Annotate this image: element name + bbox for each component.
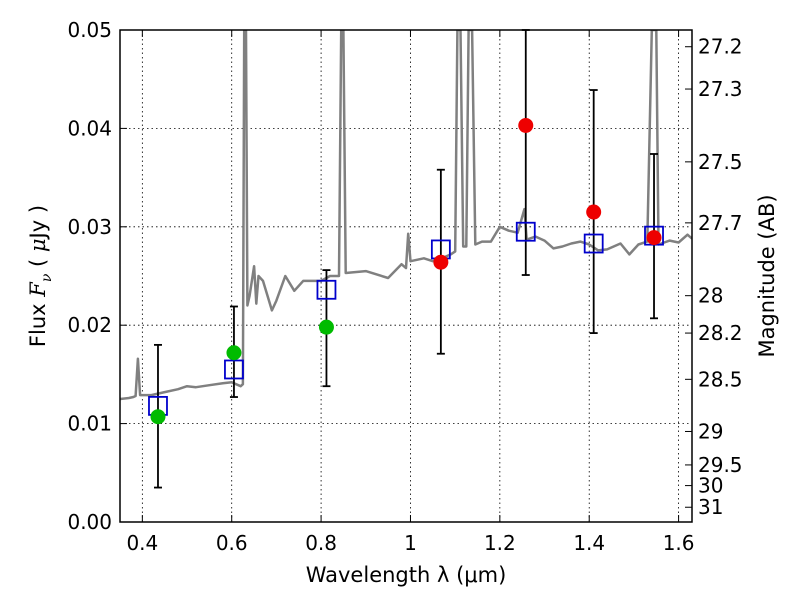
right-tick-label: 27.3 <box>698 77 743 101</box>
x-axis-title: Wavelength λ (μm) <box>306 563 507 587</box>
right-tick-label: 28 <box>698 284 723 308</box>
observed-point <box>226 345 242 361</box>
y-tick-label: 0.02 <box>67 313 112 337</box>
right-tick-label: 29 <box>698 419 723 443</box>
data-markers <box>148 117 664 425</box>
model-square-point <box>515 221 536 242</box>
right-tick-label: 28.2 <box>698 321 743 345</box>
observed-point <box>318 319 334 335</box>
right-tick-label: 28.5 <box>698 367 743 391</box>
right-tick-label: 31 <box>698 495 723 519</box>
plot-background <box>120 30 692 522</box>
y-tick-label: 0.01 <box>67 412 112 436</box>
plot-frame <box>119 29 693 523</box>
x-tick-label: 0.4 <box>126 531 158 555</box>
x-tick-label: 0.6 <box>216 531 248 555</box>
right-axis-title: Magnitude (AB) <box>755 194 779 357</box>
observed-point <box>586 204 602 220</box>
y-tick-label: 0.04 <box>67 116 112 140</box>
ticks: 0.4 0.6 0.8 1 1.2 1.4 1.6 0.00 0.01 0.02 0.03 0.04 0… <box>67 18 742 555</box>
y-tick-label: 0.05 <box>67 18 112 42</box>
model-square-point <box>583 233 604 254</box>
model-square-point <box>224 359 244 380</box>
y-tick-label: 0.00 <box>67 510 112 534</box>
observed-point <box>518 117 534 133</box>
right-tick-label: 27.5 <box>698 150 743 174</box>
x-tick-label: 1.4 <box>573 531 605 555</box>
right-tick-label: 27.2 <box>698 35 743 59</box>
x-tick-label: 0.8 <box>305 531 337 555</box>
observed-point <box>646 230 662 246</box>
observed-point <box>150 409 166 425</box>
x-tick-label: 1.6 <box>663 531 695 555</box>
y-tick-label: 0.03 <box>67 215 112 239</box>
right-tick-label: 30 <box>698 474 723 498</box>
right-tick-label: 29.5 <box>698 453 743 477</box>
x-tick-label: 1 <box>404 531 417 555</box>
model-square-point <box>316 279 337 300</box>
y-axis-title: Flux Fν ( μJy ) <box>26 205 55 347</box>
observed-point <box>433 254 449 270</box>
right-tick-label: 27.7 <box>698 211 743 235</box>
x-tick-label: 1.2 <box>484 531 516 555</box>
